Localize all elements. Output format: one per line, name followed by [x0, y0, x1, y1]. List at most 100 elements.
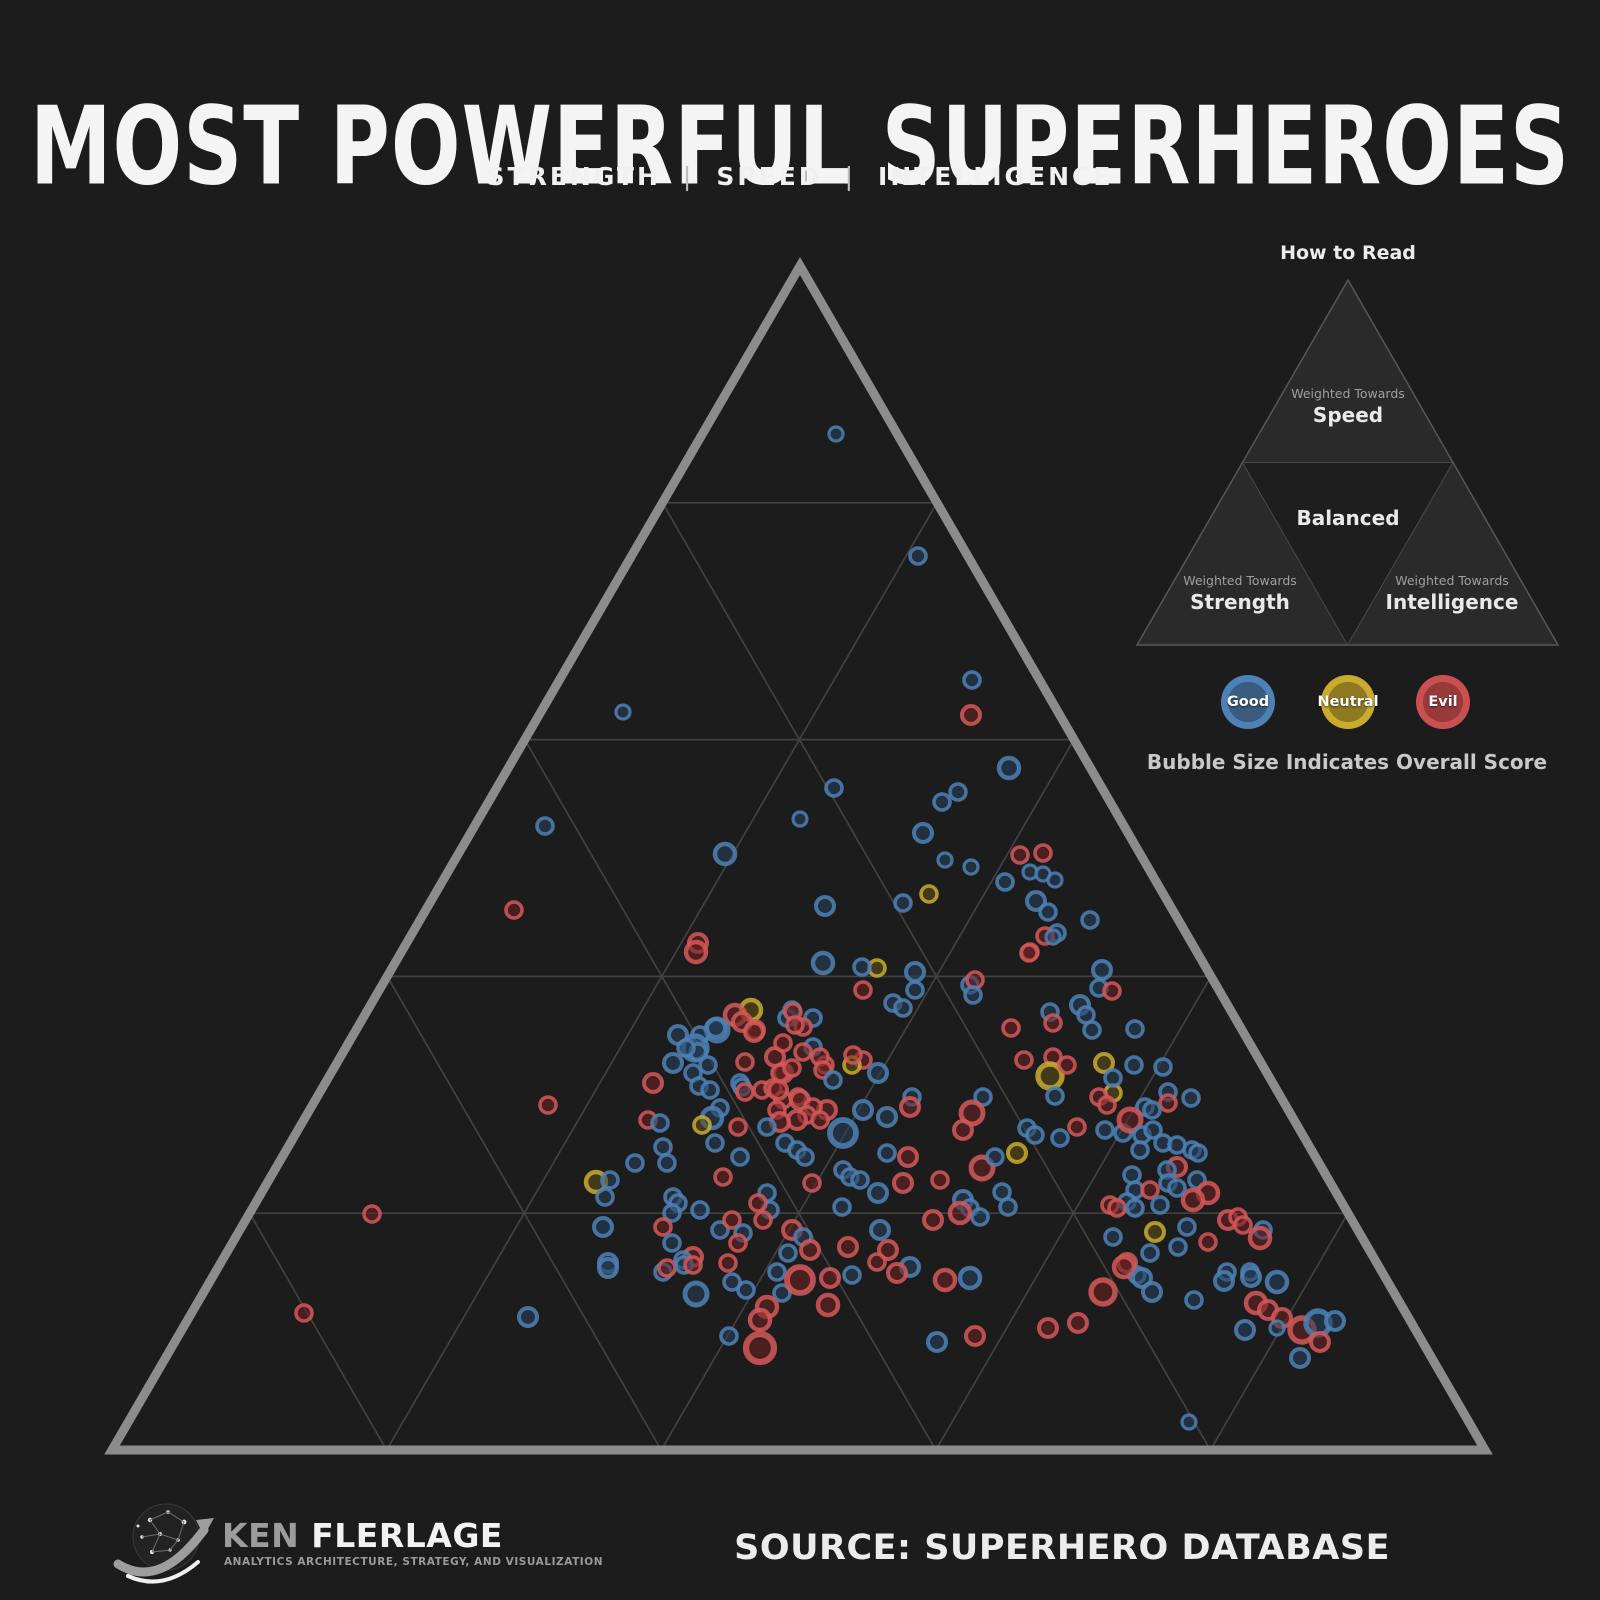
superhero-bubble-good[interactable] [813, 894, 837, 918]
superhero-bubble-good[interactable] [1181, 1088, 1201, 1108]
superhero-bubble-good[interactable] [653, 1137, 673, 1157]
superhero-bubble-good[interactable] [824, 778, 844, 798]
superhero-bubble-evil[interactable] [1014, 1050, 1034, 1070]
superhero-bubble-good[interactable] [850, 1170, 870, 1190]
superhero-bubble-good[interactable] [712, 841, 738, 867]
superhero-bubble-evil[interactable] [898, 1095, 922, 1119]
superhero-bubble-evil[interactable] [722, 1210, 742, 1230]
superhero-bubble-evil[interactable] [1001, 1018, 1021, 1038]
superhero-bubble-good[interactable] [832, 1197, 852, 1217]
superhero-bubble-good[interactable] [851, 1098, 875, 1122]
superhero-bubble-good[interactable] [1288, 1346, 1312, 1370]
superhero-bubble-good[interactable] [600, 1170, 620, 1190]
superhero-bubble-good[interactable] [682, 1280, 710, 1308]
superhero-bubble-evil[interactable] [782, 1058, 802, 1078]
superhero-bubble-good[interactable] [1140, 1243, 1160, 1263]
superhero-bubble-evil[interactable] [1067, 1117, 1087, 1137]
superhero-bubble-good[interactable] [985, 1147, 1005, 1167]
superhero-bubble-evil[interactable] [742, 1330, 778, 1366]
superhero-bubble-good[interactable] [662, 1233, 682, 1253]
superhero-bubble-evil[interactable] [1158, 1093, 1178, 1113]
superhero-bubble-good[interactable] [925, 1330, 949, 1354]
superhero-bubble-evil[interactable] [641, 1071, 665, 1095]
superhero-bubble-good[interactable] [842, 1265, 862, 1285]
superhero-bubble-evil[interactable] [1198, 1232, 1218, 1252]
superhero-bubble-good[interactable] [1038, 902, 1058, 922]
superhero-bubble-good[interactable] [614, 703, 632, 721]
superhero-bubble-good[interactable] [698, 1055, 718, 1075]
superhero-bubble-good[interactable] [704, 1016, 728, 1040]
superhero-bubble-good[interactable] [736, 1280, 756, 1300]
superhero-bubble-evil[interactable] [747, 1307, 773, 1333]
superhero-bubble-evil[interactable] [836, 1235, 860, 1259]
superhero-bubble-good[interactable] [893, 998, 913, 1018]
legend-neutral-chip[interactable]: Neutral [1317, 675, 1379, 729]
superhero-bubble-evil[interactable] [294, 1303, 314, 1323]
superhero-bubble-good[interactable] [1124, 1055, 1144, 1075]
superhero-bubble-evil[interactable] [885, 1261, 909, 1285]
superhero-bubble-evil[interactable] [784, 1264, 816, 1296]
superhero-bubble-evil[interactable] [1088, 1277, 1118, 1307]
superhero-bubble-good[interactable] [722, 1272, 742, 1292]
superhero-bubble-good[interactable] [1233, 1318, 1257, 1342]
superhero-bubble-neutral[interactable] [692, 1115, 712, 1135]
superhero-bubble-good[interactable] [1153, 1057, 1173, 1077]
superhero-bubble-good[interactable] [877, 1143, 897, 1163]
superhero-bubble-good[interactable] [1323, 1309, 1347, 1333]
superhero-bubble-good[interactable] [767, 1262, 787, 1282]
superhero-bubble-good[interactable] [875, 1105, 899, 1129]
superhero-bubble-good[interactable] [690, 1200, 710, 1220]
superhero-bubble-evil[interactable] [735, 1082, 755, 1102]
superhero-bubble-good[interactable] [827, 425, 845, 443]
superhero-bubble-evil[interactable] [1308, 1330, 1332, 1354]
legend-evil-chip[interactable]: Evil [1416, 675, 1470, 729]
superhero-bubble-evil[interactable] [785, 1015, 805, 1035]
superhero-bubble-good[interactable] [1143, 1120, 1163, 1140]
superhero-bubble-good[interactable] [625, 1153, 645, 1173]
superhero-bubble-evil[interactable] [853, 980, 873, 1000]
superhero-bubble-good[interactable] [957, 1265, 983, 1291]
superhero-bubble-good[interactable] [911, 821, 935, 845]
superhero-bubble-good[interactable] [591, 1215, 615, 1239]
superhero-bubble-evil[interactable] [1102, 981, 1122, 1001]
superhero-bubble-evil[interactable] [798, 1238, 822, 1262]
superhero-bubble-evil[interactable] [713, 1167, 733, 1187]
superhero-bubble-good[interactable] [1046, 871, 1064, 889]
superhero-bubble-good[interactable] [868, 1218, 892, 1242]
superhero-bubble-evil[interactable] [1107, 1198, 1127, 1218]
superhero-bubble-evil[interactable] [683, 939, 709, 965]
superhero-bubble-good[interactable] [1025, 1125, 1045, 1145]
superhero-bubble-good[interactable] [996, 755, 1022, 781]
superhero-bubble-neutral[interactable] [1005, 1141, 1029, 1165]
superhero-bubble-evil[interactable] [896, 1145, 920, 1169]
superhero-bubble-evil[interactable] [947, 1200, 973, 1226]
superhero-bubble-evil[interactable] [728, 1233, 748, 1253]
superhero-bubble-good[interactable] [948, 782, 968, 802]
superhero-bubble-good[interactable] [757, 1117, 777, 1137]
superhero-bubble-good[interactable] [1080, 910, 1100, 930]
superhero-bubble-good[interactable] [1150, 1195, 1170, 1215]
superhero-bubble-evil[interactable] [1033, 843, 1053, 863]
superhero-bubble-good[interactable] [1090, 958, 1114, 982]
superhero-bubble-evil[interactable] [963, 1324, 987, 1348]
superhero-bubble-good[interactable] [1264, 1269, 1290, 1295]
superhero-bubble-neutral[interactable] [919, 884, 939, 904]
superhero-bubble-evil[interactable] [1066, 1311, 1090, 1335]
superhero-bubble-good[interactable] [1082, 1020, 1102, 1040]
superhero-bubble-good[interactable] [730, 1147, 750, 1167]
superhero-bubble-good[interactable] [1184, 1290, 1204, 1310]
superhero-bubble-evil[interactable] [718, 1253, 738, 1273]
superhero-bubble-good[interactable] [1180, 1413, 1198, 1431]
superhero-bubble-evil[interactable] [1140, 1180, 1160, 1200]
superhero-bubble-good[interactable] [791, 810, 809, 828]
superhero-bubble-evil[interactable] [891, 1171, 915, 1195]
superhero-bubble-good[interactable] [1140, 1280, 1164, 1304]
superhero-bubble-good[interactable] [657, 1153, 677, 1173]
superhero-bubble-good[interactable] [903, 960, 927, 984]
superhero-bubble-evil[interactable] [1116, 1106, 1144, 1134]
superhero-bubble-good[interactable] [661, 1051, 685, 1075]
superhero-bubble-evil[interactable] [1010, 845, 1030, 865]
superhero-bubble-good[interactable] [1167, 1178, 1187, 1198]
superhero-bubble-evil[interactable] [773, 1033, 793, 1053]
superhero-bubble-evil[interactable] [1057, 1055, 1077, 1075]
